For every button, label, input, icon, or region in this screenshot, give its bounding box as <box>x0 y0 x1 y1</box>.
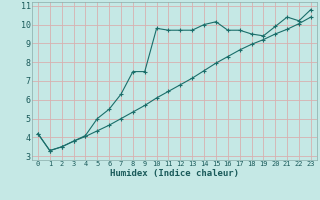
X-axis label: Humidex (Indice chaleur): Humidex (Indice chaleur) <box>110 169 239 178</box>
